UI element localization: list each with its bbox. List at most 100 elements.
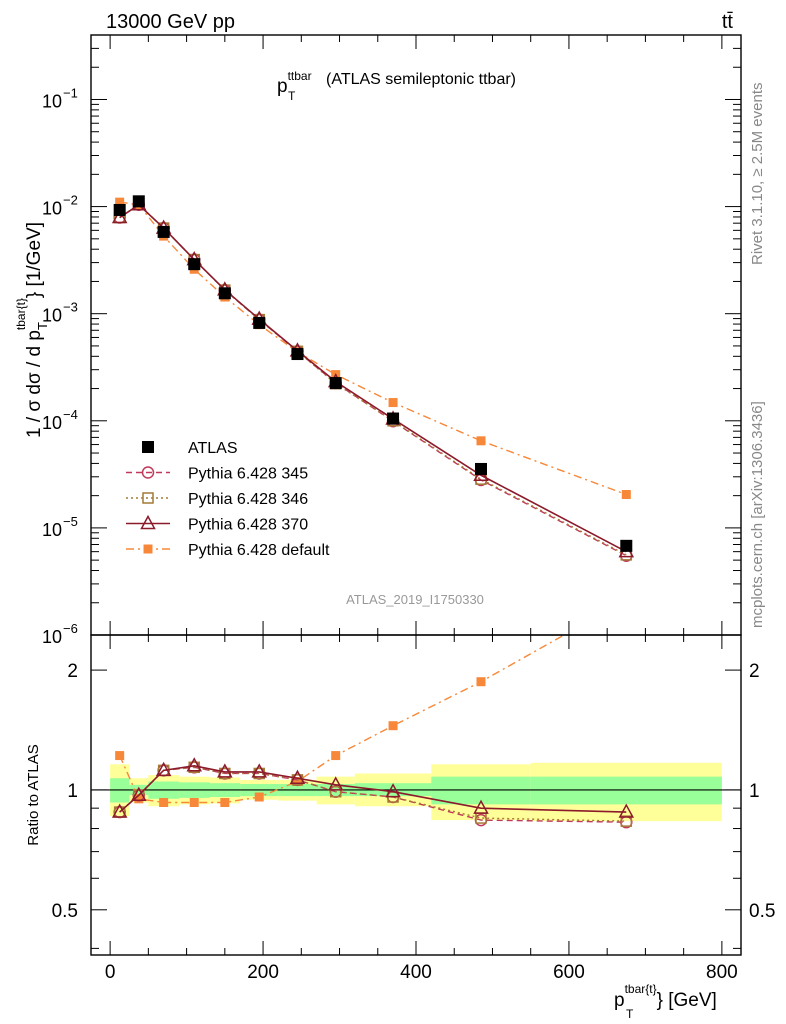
ratio-series-pythia-6-428-370-point xyxy=(131,786,147,801)
ratio-y-tick-label-right: 2 xyxy=(749,661,760,682)
plot-axes: 10 −110 −210 −310 −410 −510 −62 21 10.5 0.50 200 40… xyxy=(42,34,775,983)
series-atlas-point xyxy=(113,203,126,216)
series-atlas-point xyxy=(620,539,633,552)
series-pythia-6-428-370-point xyxy=(111,208,128,224)
ratio-uncertainty-bands xyxy=(91,762,741,822)
x-label-p: p xyxy=(614,990,625,1011)
series-atlas-point xyxy=(253,316,266,329)
legend-marker xyxy=(142,492,154,504)
ratio-series-pythia-6-428-370-point xyxy=(289,769,306,784)
x-label-unit: } [GeV] xyxy=(657,990,717,1011)
main-y-label-sup: tbar{t} xyxy=(14,298,28,330)
main-y-tick-label-exp: −6 xyxy=(63,621,78,636)
x-label-sub: T xyxy=(626,1007,634,1021)
legend-entry: Pythia 6.428 346 xyxy=(126,491,308,508)
legend-marker xyxy=(141,466,155,479)
main-y-label-text: 1 / σ dσ / d p xyxy=(24,330,45,438)
series-atlas-point xyxy=(157,225,170,238)
x-label-sup: tbar{t} xyxy=(625,982,657,996)
legend-label: ATLAS xyxy=(188,440,238,457)
x-tick-label: 600 xyxy=(553,962,585,983)
series-pythia-6-428-default-point xyxy=(621,490,631,500)
legend-label: Pythia 6.428 370 xyxy=(188,517,308,534)
x-tick-label: 200 xyxy=(247,962,279,983)
main-plot-marks xyxy=(111,195,635,562)
rivet-version-label: Rivet 3.1.10, ≥ 2.5M events xyxy=(749,83,766,266)
x-tick-label: 400 xyxy=(400,962,432,983)
series-pythia-6-428-default-point xyxy=(115,197,125,207)
ratio-series-pythia-6-428-default-point xyxy=(254,792,264,802)
main-y-tick-label: 10 xyxy=(42,627,62,647)
ratio-series-pythia-6-428-346-point xyxy=(620,815,633,827)
series-atlas-point xyxy=(387,412,400,425)
header-process-label: tt̄ xyxy=(722,11,734,33)
ratio-series-pythia-6-428-default-point xyxy=(189,797,199,807)
plot-title: pttbar xyxy=(277,69,312,97)
legend-label: Pythia 6.428 default xyxy=(188,542,330,559)
series-atlas-point xyxy=(188,258,201,271)
plot-title-p: p xyxy=(277,76,288,97)
ratio-panel-frame xyxy=(90,634,742,956)
main-y-tick-label: 10 xyxy=(42,413,62,433)
ratio-series-pythia-6-428-370-point xyxy=(111,803,128,818)
ratio-series-pythia-6-428-370-point xyxy=(186,757,202,772)
series-pythia-6-428-default-point xyxy=(388,398,398,408)
ratio-series-pythia-6-428-370-point xyxy=(155,761,172,777)
legend-label: Pythia 6.428 346 xyxy=(188,491,308,508)
ratio-series-pythia-6-428-370-point xyxy=(618,803,635,818)
main-y-tick-label: 10 xyxy=(42,91,62,111)
x-tick-label: 800 xyxy=(706,962,738,983)
legend-marker xyxy=(142,441,154,453)
ratio-series-pythia-6-428-345-line xyxy=(119,766,627,823)
analysis-watermark: ATLAS_2019_I1750330 xyxy=(346,592,484,607)
ratio-y-tick-label: 0.5 xyxy=(52,901,78,922)
header-collision-label: 13000 GeV pp xyxy=(106,11,235,33)
ratio-y-tick-label-right: 1 xyxy=(749,781,760,802)
ratio-y-tick-label-right: 0.5 xyxy=(749,901,775,922)
series-atlas-point xyxy=(475,462,487,475)
legend-marker xyxy=(140,514,156,530)
ratio-series-pythia-6-428-370-point xyxy=(327,776,344,791)
ratio-plot-marks xyxy=(111,595,635,829)
main-y-tick-label: 10 xyxy=(42,199,62,219)
ratio-series-pythia-6-428-default-point xyxy=(331,751,341,761)
ratio-series-pythia-6-428-370-point xyxy=(217,763,233,778)
x-tick-label: 0 xyxy=(105,962,116,983)
series-atlas-point xyxy=(291,348,304,361)
ratio-series-pythia-6-428-370-line xyxy=(119,764,627,813)
main-y-tick-label-exp: −1 xyxy=(63,85,78,100)
legend-entry: ATLAS xyxy=(142,440,238,457)
main-y-tick-label-exp: −4 xyxy=(63,407,78,422)
legend: ATLAS Pythia 6.428 345 Pythia 6.428 346 Pyt… xyxy=(126,440,330,559)
svg-text:1 / σ dσ / d pTtbar{t}} [1/GeV: 1 / σ dσ / d pTtbar{t}} [1/GeV] xyxy=(14,222,50,438)
ratio-series-pythia-6-428-default-point xyxy=(159,797,169,807)
series-atlas-point xyxy=(329,377,342,390)
ratio-y-axis-label: Ratio to ATLAS xyxy=(25,744,42,845)
main-y-label-sub: T xyxy=(35,322,50,330)
plot-title-sub: T xyxy=(288,89,296,103)
svg-text:ptbar{t}} [GeV]: ptbar{t}} [GeV] xyxy=(614,982,717,1011)
ratio-series-pythia-6-428-default-point xyxy=(292,777,302,787)
main-y-tick-label-exp: −2 xyxy=(63,193,78,208)
ratio-series-pythia-6-428-default-point xyxy=(388,721,398,731)
ratio-y-tick-label: 1 xyxy=(67,781,78,802)
ratio-series-pythia-6-428-default-point xyxy=(622,595,631,604)
series-pythia-6-428-default-point xyxy=(476,436,486,446)
x-axis-label: ptbar{t}} [GeV] T xyxy=(614,982,717,1021)
ratio-series-pythia-6-428-370-point xyxy=(385,783,401,798)
main-y-tick-label: 10 xyxy=(42,306,62,326)
main-y-axis-label: 1 / σ dσ / d pTtbar{t}} [1/GeV] xyxy=(14,222,50,438)
main-y-tick-label-exp: −3 xyxy=(63,300,78,315)
mcplots-label: mcplots.cern.ch [arXiv:1306.3436] xyxy=(749,401,766,628)
ratio-series-pythia-6-428-370-point xyxy=(473,799,489,814)
main-y-tick-label-exp: −5 xyxy=(63,514,78,529)
legend-entry: Pythia 6.428 default xyxy=(126,542,330,559)
ratio-series-pythia-6-428-default-point xyxy=(220,797,230,807)
ratio-series-pythia-6-428-default-point xyxy=(134,794,144,804)
legend-entry: Pythia 6.428 345 xyxy=(126,466,308,483)
legend-entry: Pythia 6.428 370 xyxy=(126,514,308,534)
plot-title-sup: ttbar xyxy=(288,69,312,83)
plot-title-rest: (ATLAS semileptonic ttbar) xyxy=(326,71,516,88)
legend-marker xyxy=(143,544,153,554)
